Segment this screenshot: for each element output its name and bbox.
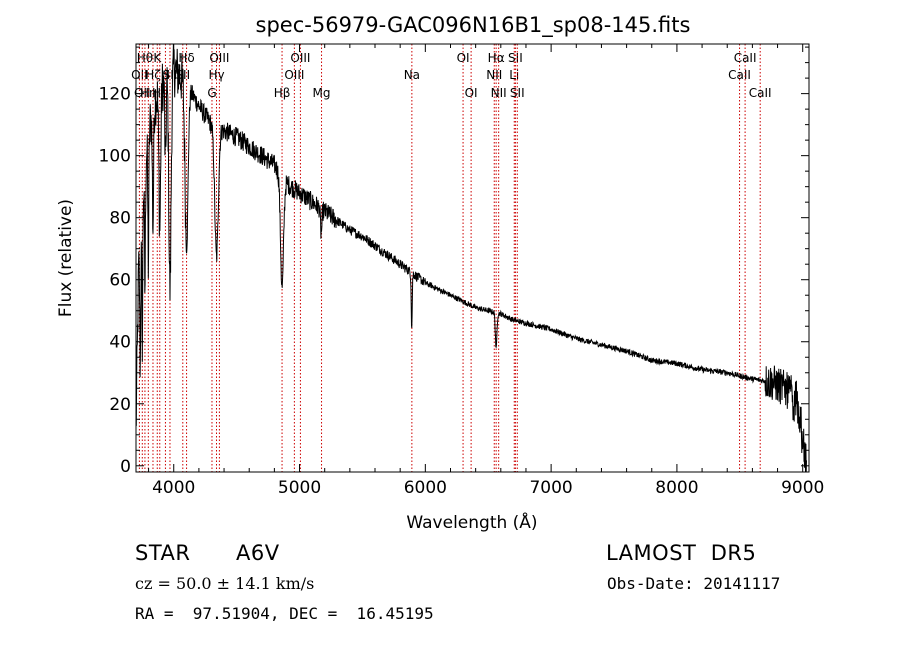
line-marker-label-17: Mg — [313, 86, 331, 100]
line-marker-label-16: OIII — [290, 51, 310, 65]
y-tick-label-6: 120 — [99, 85, 131, 105]
line-marker-label-0: OII — [131, 68, 148, 82]
line-marker-label-8: SII — [163, 68, 178, 82]
line-marker-label-5: K — [153, 51, 162, 65]
spectrum-line — [135, 43, 807, 473]
x-tick-label-3: 7000 — [529, 478, 572, 498]
line-marker-label-7: H — [161, 68, 170, 82]
y-tick-label-4: 80 — [109, 209, 131, 229]
spectrum-line-group — [135, 43, 807, 473]
line-marker-label-27: CaII — [728, 68, 751, 82]
line-marker-label-20: OI — [465, 86, 478, 100]
line-marker-label-28: CaII — [734, 51, 757, 65]
x-tick-label-4: 8000 — [655, 478, 698, 498]
line-marker-label-10: Hδ — [178, 51, 194, 65]
y-tick-label-1: 20 — [109, 395, 131, 415]
line-marker-label-26: SII — [510, 86, 525, 100]
line-marker-label-18: Na — [404, 68, 420, 82]
x-tick-label-2: 6000 — [404, 478, 447, 498]
line-markers: OIIOIIHθHηHζKHεHSIISIIHδGHγOIIIHβOIIIOII… — [131, 44, 772, 472]
line-marker-label-13: OIII — [209, 51, 229, 65]
line-marker-label-23: NII — [491, 86, 507, 100]
line-marker-label-24: Li — [509, 68, 519, 82]
line-marker-label-25: SII — [508, 51, 523, 65]
line-marker-label-22: Hα — [488, 51, 505, 65]
y-tick-label-0: 0 — [120, 457, 131, 477]
coordinates: RA = 97.51904, DEC = 16.45195 — [135, 604, 434, 623]
obs-date: Obs-Date: 20141117 — [607, 574, 781, 593]
line-marker-label-1: OII — [134, 86, 151, 100]
survey-name: LAMOST DR5 — [606, 541, 757, 565]
y-axis-label: Flux (relative) — [56, 199, 76, 317]
line-marker-label-21: NII — [486, 68, 502, 82]
line-marker-label-2: Hθ — [137, 51, 153, 65]
x-axis-label: Wavelength (Å) — [406, 511, 537, 533]
chart-title: spec-56979-GAC096N16B1_sp08-145.fits — [256, 13, 691, 38]
line-marker-label-11: G — [207, 86, 216, 100]
object-subclass: A6V — [236, 541, 280, 565]
line-marker-label-4: Hζ — [145, 68, 161, 82]
axis-ticks: 4000 5000 6000 7000 8000 9000 0 20 40 60 80 100 120 — [99, 44, 824, 498]
x-tick-label-0: 4000 — [152, 478, 195, 498]
line-marker-label-14: Hβ — [274, 86, 291, 100]
object-class: STAR — [135, 541, 191, 565]
plot-frame — [135, 43, 810, 473]
y-tick-label-3: 60 — [109, 271, 131, 291]
x-tick-label-1: 5000 — [278, 478, 321, 498]
x-tick-label-5: 9000 — [781, 478, 824, 498]
line-marker-label-12: Hγ — [208, 68, 224, 82]
line-marker-label-29: CaII — [749, 86, 772, 100]
line-marker-label-15: OIII — [284, 68, 304, 82]
y-tick-label-5: 100 — [99, 147, 131, 167]
line-marker-label-19: OI — [457, 51, 470, 65]
cz-value: cz = 50.0 ± 14.1 km/s — [135, 574, 315, 593]
y-tick-label-2: 40 — [109, 333, 131, 353]
